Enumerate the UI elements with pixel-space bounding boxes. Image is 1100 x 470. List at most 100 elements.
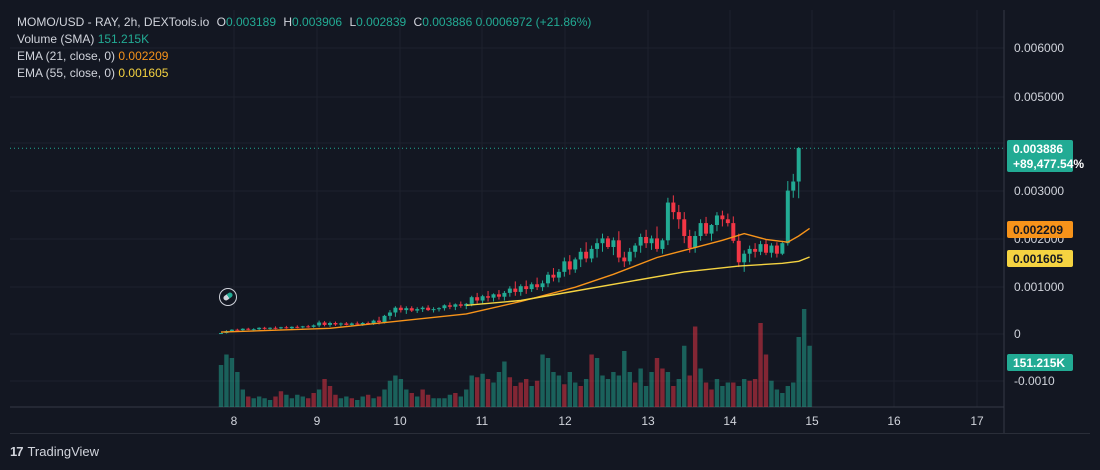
candle-body: [475, 297, 480, 301]
volume-bar: [355, 400, 360, 407]
ema55-tag: 0.001605: [1007, 250, 1073, 267]
candle-body: [442, 305, 447, 309]
candle-body: [616, 240, 621, 258]
volume-bar: [316, 389, 322, 407]
volume-bar: [246, 396, 251, 407]
candle-body: [535, 284, 540, 288]
candle-body: [736, 240, 741, 263]
volume-bar: [256, 396, 262, 407]
volume-bar: [224, 354, 229, 407]
volume-row: Volume (SMA) 151.215K: [17, 31, 591, 48]
grid: [10, 10, 1004, 407]
volume-bar: [720, 386, 725, 407]
candle-body: [562, 261, 567, 272]
volume-bar: [589, 354, 594, 407]
ema55-label: EMA (55, close, 0): [17, 66, 116, 80]
x-tick-label: 10: [393, 414, 407, 428]
volume-bar: [583, 379, 589, 407]
volume-bar: [322, 379, 327, 407]
volume-tag: 151.215K: [1007, 354, 1073, 371]
candle-body: [289, 326, 294, 329]
volume-bar: [633, 382, 638, 407]
candle-body: [742, 253, 747, 263]
candle-body: [219, 333, 223, 335]
candle-body: [785, 190, 790, 244]
volume-bar: [747, 380, 752, 407]
volume-bar: [731, 382, 736, 407]
volume-bar: [338, 398, 344, 407]
candle-body: [486, 296, 491, 298]
volume-bar: [654, 358, 660, 407]
volume-bar: [229, 358, 235, 407]
candle-body: [453, 304, 458, 307]
volume-bar: [458, 396, 463, 407]
volume-bar: [409, 393, 414, 407]
volume-bar: [491, 382, 496, 407]
volume-bar: [796, 337, 801, 407]
candle-body: [578, 251, 583, 260]
volume-tick-label: -0.0010: [1014, 374, 1055, 388]
volume-bar: [562, 384, 567, 407]
volume-bar: [235, 372, 240, 407]
x-tick-label: 17: [970, 414, 984, 428]
x-tick-label: 16: [887, 414, 901, 428]
candle-body: [415, 309, 420, 311]
candle-body: [398, 307, 403, 311]
candle-body: [246, 328, 251, 330]
candle-body: [338, 323, 343, 325]
candle-body: [627, 251, 632, 262]
open-value: 0.003189: [225, 15, 277, 29]
candle-body: [355, 323, 360, 325]
volume-bar: [801, 309, 807, 407]
volume-bar: [333, 394, 338, 407]
ema21-tag-bg: [1007, 221, 1073, 238]
volume-bar: [382, 389, 387, 407]
volume-bar: [643, 386, 649, 407]
candle-body: [371, 320, 376, 324]
candle-body: [556, 271, 561, 278]
volume-bar: [763, 354, 769, 407]
candle-body: [725, 219, 730, 224]
volume-bar: [524, 379, 529, 407]
volume-bar: [742, 379, 747, 407]
volume-bar: [551, 372, 556, 407]
candle-body: [300, 326, 305, 328]
volume-bar: [262, 398, 267, 407]
ema21-row: EMA (21, close, 0) 0.002209: [17, 48, 591, 65]
candle-body: [540, 283, 545, 288]
volume-bar: [736, 386, 741, 407]
volume-bar: [578, 386, 583, 407]
candle-body: [311, 325, 316, 327]
volume-bar: [387, 380, 393, 407]
candle-body: [780, 243, 785, 254]
tradingview-brand[interactable]: 17 TradingView: [10, 444, 99, 459]
low-key: L: [349, 15, 357, 29]
volume-bar: [605, 379, 611, 407]
volume-bar: [289, 398, 295, 407]
candle-body: [524, 286, 529, 290]
candle-body: [769, 245, 774, 253]
candle-body: [404, 308, 409, 311]
candle-body: [649, 238, 654, 244]
volume-bar: [507, 377, 513, 407]
volume-bar: [682, 345, 687, 407]
volume-bar: [365, 394, 371, 407]
candle-body: [295, 326, 300, 328]
volume-bar: [540, 354, 545, 407]
candle-body: [257, 327, 262, 330]
candle-body: [698, 223, 703, 237]
candle-body: [333, 323, 338, 325]
volume-bar: [698, 368, 703, 407]
ohlc-row: MOMO/USD - RAY, 2h, DEXTools.io O0.00318…: [17, 14, 591, 31]
volume-bar: [431, 398, 436, 407]
volume-bar: [660, 368, 665, 407]
pill-icon[interactable]: [219, 288, 237, 306]
candle-body: [518, 286, 523, 292]
candle-body: [480, 296, 485, 301]
candle-body: [284, 327, 289, 329]
ema55-row: EMA (55, close, 0) 0.001605: [17, 65, 591, 82]
volume-bar: [529, 386, 534, 407]
candle-body: [393, 307, 398, 313]
ema21-value: 0.002209: [118, 49, 169, 63]
